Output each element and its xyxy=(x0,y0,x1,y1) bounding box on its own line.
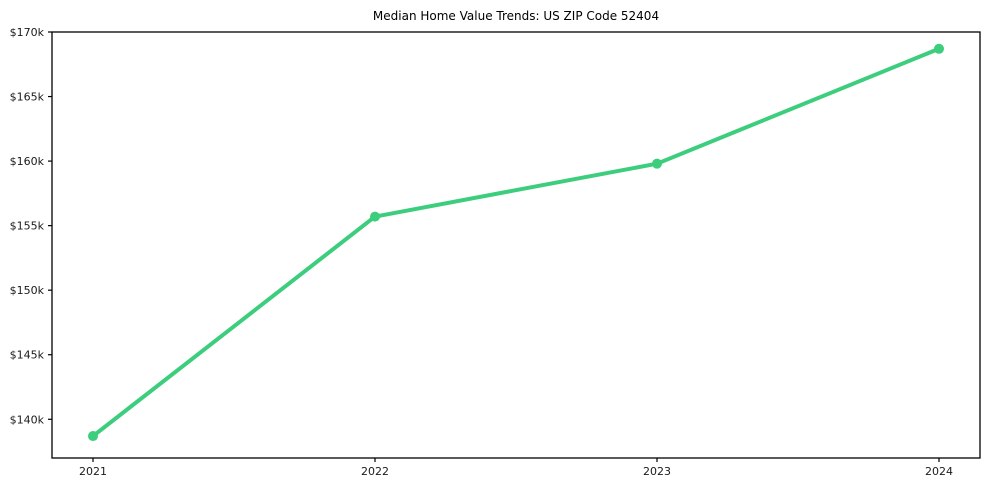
series-line xyxy=(91,46,941,439)
x-tick-label: 2021 xyxy=(79,465,107,478)
y-tick-label: $155k xyxy=(10,220,45,233)
y-tick-label: $160k xyxy=(10,155,45,168)
x-tick-label: 2022 xyxy=(361,465,389,478)
y-tick-label: $150k xyxy=(10,284,45,297)
plot-area: $140k $145k $150k $155k $160k $165k $170k 2021 2… xyxy=(10,26,981,478)
plot-border xyxy=(51,31,981,459)
x-tick-label: 2024 xyxy=(925,465,953,478)
data-point xyxy=(652,158,662,169)
x-tick-label: 2023 xyxy=(643,465,671,478)
data-point xyxy=(934,43,944,54)
data-point xyxy=(88,431,98,442)
data-point xyxy=(370,211,380,222)
y-tick-label: $140k xyxy=(10,413,45,426)
chart-title: Median Home Value Trends: US ZIP Code 52… xyxy=(373,9,659,23)
y-tick-label: $170k xyxy=(10,26,45,39)
y-tick-label: $145k xyxy=(10,349,45,362)
y-tick-label: $165k xyxy=(10,91,45,104)
